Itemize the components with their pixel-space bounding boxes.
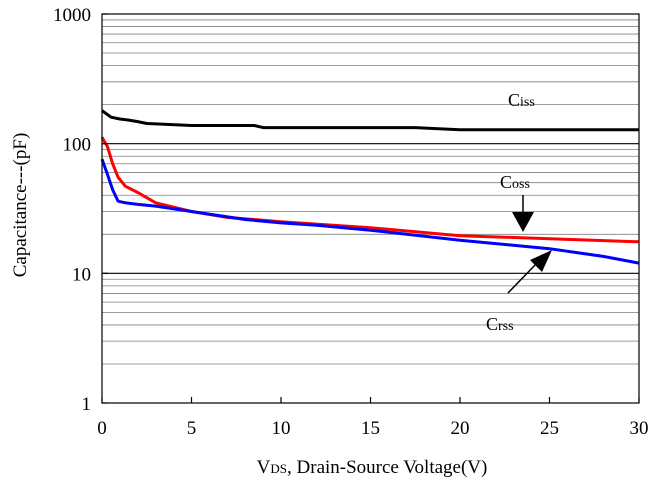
x-tick-label: 0	[97, 418, 107, 439]
x-tick-label: 30	[630, 418, 649, 439]
y-tick-label: 100	[63, 135, 92, 156]
x-axis-title: VDS, Drain-Source Voltage(V)	[257, 457, 488, 478]
annotations: Ciss Coss Crss	[486, 90, 552, 334]
series-line-coss	[100, 136, 640, 244]
x-tick-label: 15	[361, 418, 380, 439]
series-layer	[100, 109, 640, 265]
x-tick-label: 5	[187, 418, 197, 439]
coss-arrow-head	[512, 212, 534, 232]
crss-arrow-shaft	[507, 261, 539, 294]
crss-arrow-head	[530, 250, 552, 272]
series-label-crss: Crss	[486, 314, 514, 334]
x-axis-title-rest: , Drain-Source Voltage(V)	[287, 457, 487, 478]
x-axis-title-main: V	[257, 457, 271, 478]
plot-frame	[101, 13, 640, 404]
y-axis-title: Capacitance---(pF)	[10, 133, 31, 278]
x-tick-label: 25	[540, 418, 559, 439]
series-line-ciss	[101, 109, 639, 132]
series-label-ciss: Ciss	[508, 90, 535, 110]
series-line-crss	[100, 158, 640, 265]
tick-labels: 0 5 10 15 20 25 30 1 10 100 1000	[53, 5, 649, 439]
x-axis-title-subscript: DS	[270, 461, 287, 476]
y-tick-label: 10	[72, 264, 91, 285]
x-tick-label: 20	[451, 418, 470, 439]
series-label-coss: Coss	[500, 172, 530, 192]
y-tick-label: 1	[82, 394, 92, 415]
x-tick-label: 10	[272, 418, 291, 439]
y-tick-label: 1000	[53, 5, 91, 26]
